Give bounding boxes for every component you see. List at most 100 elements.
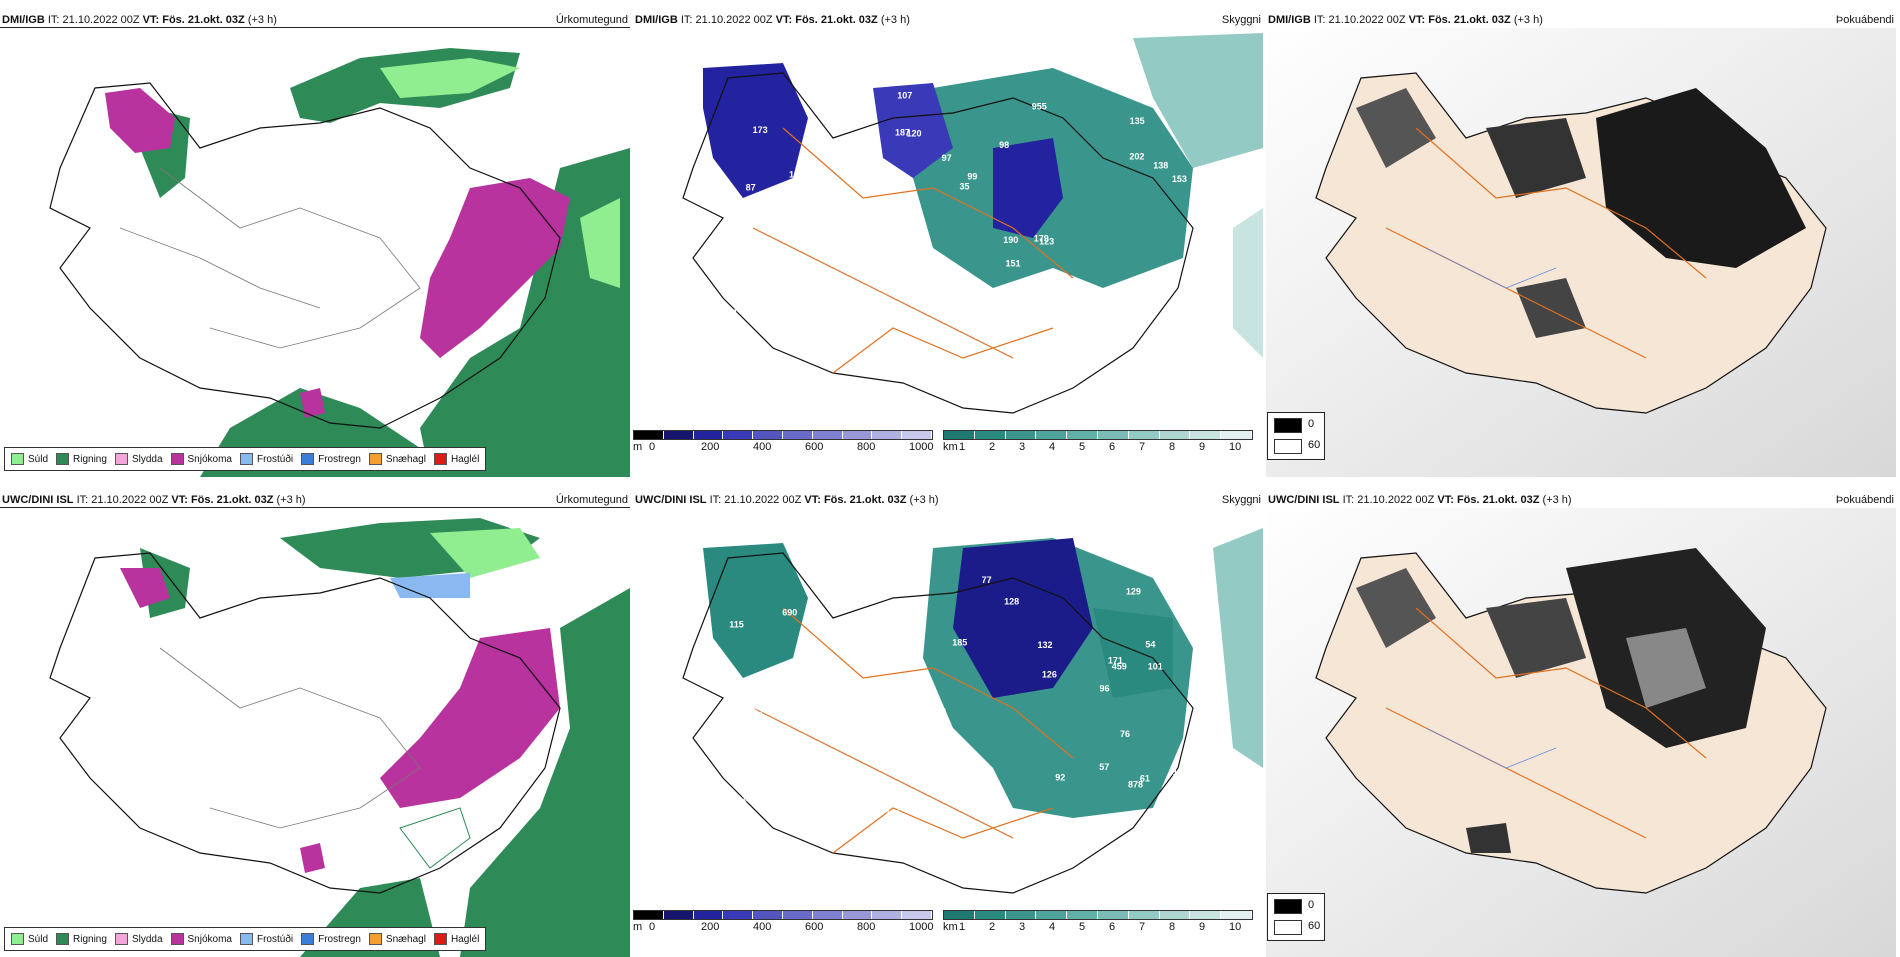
cloud-base-value: 840 [989, 801, 1004, 811]
colorbar-cell [842, 431, 873, 439]
colorbar-tick-label: 1000 [909, 921, 934, 933]
ceiling-colorbar: m 0 200 400 600 800 1000 [633, 430, 933, 456]
legend-item-slydda: Slydda [114, 933, 163, 945]
run-info: UWC/DINI ISL IT: 21.10.2022 00Z VT: Fös.… [635, 494, 939, 506]
cloud-base-value: 129 [819, 710, 834, 720]
precip-panel-bottom: UWC/DINI ISL IT: 21.10.2022 00Z VT: Fös.… [0, 492, 630, 957]
colorbar-tick-label: 0 [649, 441, 656, 453]
precip-map: Súld Rigning Slydda Snjókoma Frostúði Fr… [0, 507, 630, 957]
cloud-base-value: 126 [1042, 670, 1057, 680]
colorbar-cell [634, 911, 664, 919]
visibility-panel-bottom: UWC/DINI ISL IT: 21.10.2022 00Z VT: Fös.… [633, 492, 1263, 957]
colorbar-tick-label: 10 [1229, 441, 1242, 453]
cloud-base-value: 459 [1112, 662, 1127, 672]
cloud-base-value: 61 [1140, 774, 1150, 784]
cloud-base-value: 69 [761, 268, 771, 278]
colorbar-tick-label: 600 [805, 921, 824, 933]
cloud-base-value: 127 [883, 210, 898, 220]
colorbar-cell [974, 431, 1006, 439]
fog-map [1266, 508, 1896, 957]
colorbar-cell [634, 431, 664, 439]
legend-item-snjokoma: Snjókoma [170, 933, 232, 945]
cloud-base-value: 123 [1039, 237, 1054, 247]
colorbar-cell [1221, 911, 1252, 919]
cloud-base-value: 185 [952, 638, 967, 648]
panel-header: UWC/DINI ISL IT: 21.10.2022 00Z VT: Fös.… [1266, 492, 1896, 508]
colorbar-tick-label: 5 [1079, 441, 1086, 453]
panel-title: Þokuábendi [1835, 14, 1894, 26]
legend-item-frostregn: Frostregn [301, 933, 361, 945]
cloud-base-value: 129 [789, 169, 804, 179]
cloud-base-value: 878 [1128, 779, 1143, 789]
visibility-map-graphic: 57 54 61 185 133 104 171 167 129 83 101 115 96 213 403… [682, 528, 1263, 894]
precip-map: Súld Rigning Slydda Snjókoma Frostúði Fr… [0, 27, 630, 477]
colorbar-unit: km [943, 441, 958, 453]
colorbar-tick-label: 4 [1049, 921, 1056, 933]
cloud-base-value: 955 [1032, 101, 1047, 111]
cloud-base-value: 98 [727, 308, 737, 318]
run-info: DMI/IGB IT: 21.10.2022 00Z VT: Fös. 21.o… [1268, 14, 1543, 26]
cloud-base-value: 226 [892, 285, 907, 295]
cloud-base-value: 217 [748, 708, 763, 718]
colorbar-cell [842, 911, 873, 919]
model-name: DMI/IGB [1268, 14, 1311, 26]
colorbar-cell [1036, 431, 1068, 439]
cloud-base-value: 73 [731, 325, 741, 335]
colorbar-tick-label: 1000 [909, 441, 934, 453]
cloud-base-value: 62 [936, 706, 946, 716]
cloud-base-value: 128 [1004, 596, 1019, 606]
cloud-base-value: 151 [1006, 259, 1021, 269]
colorbar-tick-label: 8 [1169, 921, 1176, 933]
panel-header: UWC/DINI ISL IT: 21.10.2022 00Z VT: Fös.… [633, 492, 1263, 508]
cloud-base-value: 171 [1108, 655, 1123, 665]
cloud-base-value: 132 [1038, 640, 1053, 650]
cloud-base-value: 35 [960, 182, 970, 192]
colorbar-tick-label: 800 [857, 441, 876, 453]
run-info: DMI/IGB IT: 21.10.2022 00Z VT: Fös. 21.o… [2, 14, 277, 26]
legend-item-frostregn: Frostregn [301, 453, 361, 465]
colorbar-cell [782, 911, 813, 919]
legend-item-rigning: Rigning [56, 933, 107, 945]
panel-title: Skyggni [1221, 494, 1261, 506]
colorbar-unit: m [633, 441, 643, 453]
colorbar-unit: km [943, 921, 958, 933]
colorbar-cell [944, 431, 975, 439]
colorbar-tick-label: 9 [1199, 441, 1206, 453]
colorbar-cell [1159, 431, 1191, 439]
colorbar-cell [753, 431, 783, 439]
cloud-base-value: 54 [1145, 640, 1155, 650]
cloud-base-value: 76 [1120, 729, 1130, 739]
legend-item-sudl: Súld [11, 453, 48, 465]
legend-item-slydda: Slydda [114, 453, 163, 465]
fog-map-graphic [1266, 28, 1896, 477]
colorbar-unit: m [633, 921, 643, 933]
colorbar-tick-label: 6 [1109, 921, 1116, 933]
colorbar-cell [1097, 911, 1129, 919]
colorbar-cell [1190, 911, 1222, 919]
colorbar-cell [1067, 911, 1098, 919]
colorbar-tick-label: 400 [753, 921, 772, 933]
cloud-base-value: 368 [921, 760, 936, 770]
cloud-base-value: 101 [1173, 767, 1188, 777]
precip-legend: Súld Rigning Slydda Snjókoma Frostúði Fr… [4, 927, 487, 951]
legend-item-snaehagl: Snæhagl [368, 933, 426, 945]
ceiling-colorbar: m 0 200 400 600 800 1000 [633, 910, 933, 936]
colorbar-cell [1128, 911, 1160, 919]
run-info: UWC/DINI ISL IT: 21.10.2022 00Z VT: Fös.… [2, 494, 306, 506]
cloud-base-labels: 57 54 61 185 133 104 171 167 129 83 101 115 96 213 403… [729, 575, 1187, 822]
cloud-base-value: 101 [1148, 661, 1163, 671]
colorbar-cell [1128, 431, 1160, 439]
visibility-colorbar: km 1 2 3 4 5 6 7 8 9 10 [943, 910, 1253, 936]
cloud-base-value: 403 [737, 766, 752, 776]
colorbar-cell [944, 911, 975, 919]
colorbar-cell [1036, 911, 1068, 919]
colorbar-cell [693, 431, 724, 439]
model-name: UWC/DINI ISL [1268, 494, 1340, 506]
colorbar-cell [723, 911, 754, 919]
legend-item-frostudi: Frostúði [239, 453, 293, 465]
visibility-colorbar: km 1 2 3 4 5 6 7 8 9 10 [943, 430, 1253, 456]
colorbar-cell [872, 431, 903, 439]
panel-title: Þokuábendi [1835, 494, 1894, 506]
cloud-base-value: 625 [740, 704, 755, 714]
colorbar-tick-label: 1 [959, 441, 966, 453]
